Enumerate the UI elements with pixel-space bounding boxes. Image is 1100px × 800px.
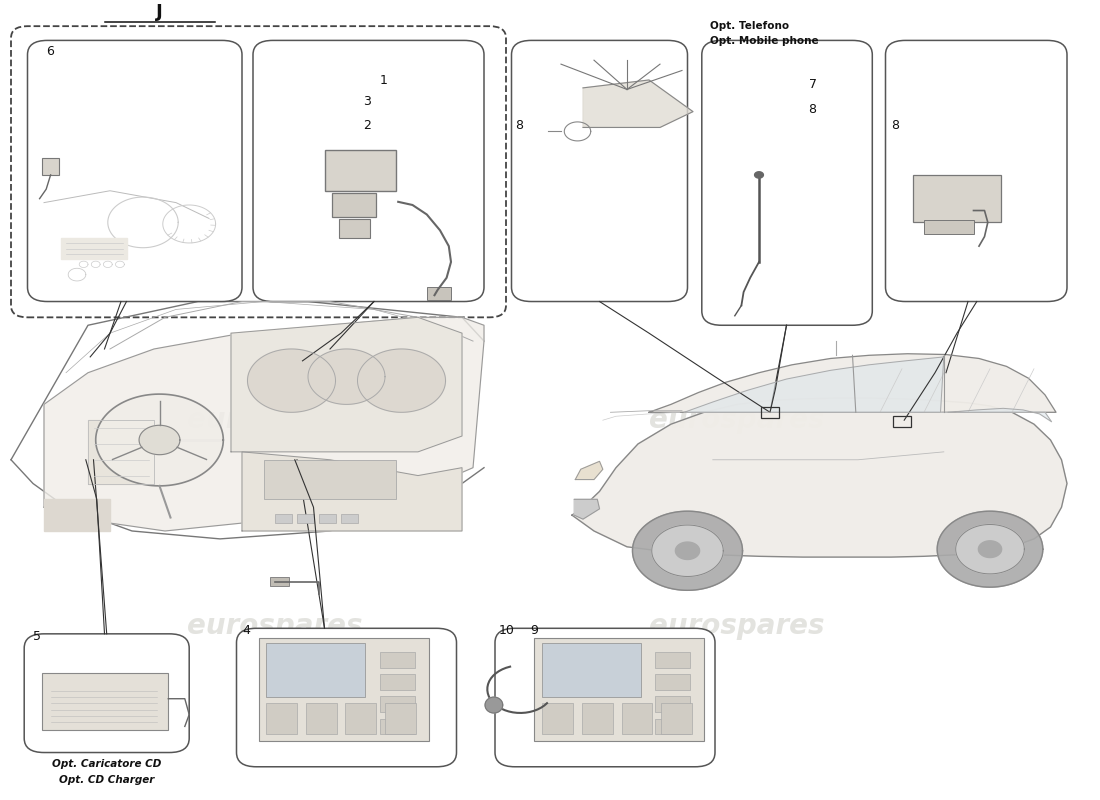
FancyBboxPatch shape [702,41,872,326]
Bar [379,652,415,668]
Bar [654,652,690,668]
Bar [379,718,415,734]
Bar [266,643,365,697]
Polygon shape [649,354,1056,412]
Bar [266,702,297,734]
Bar [924,220,974,234]
Bar [913,175,1001,222]
Polygon shape [575,462,603,479]
Bar [42,158,59,175]
Polygon shape [572,398,1067,557]
Bar [264,460,396,499]
Polygon shape [96,394,223,486]
Text: Opt. CD Charger: Opt. CD Charger [59,774,154,785]
Bar [621,702,652,734]
Polygon shape [632,511,743,590]
FancyBboxPatch shape [236,628,456,766]
Text: eurospares: eurospares [187,612,363,640]
Bar [339,219,370,238]
Text: 8: 8 [808,103,816,116]
Polygon shape [583,80,693,127]
Polygon shape [139,426,180,454]
Text: 8: 8 [891,119,899,132]
Text: J: J [156,2,163,21]
Bar [654,674,690,690]
Text: 2: 2 [363,119,371,132]
Text: Opt. Telefono: Opt. Telefono [710,21,789,30]
Bar [275,514,292,523]
Text: 6: 6 [46,45,54,58]
Polygon shape [308,349,385,404]
Bar [324,150,396,190]
Text: 1: 1 [379,74,387,87]
Bar [297,514,313,523]
Text: 4: 4 [242,624,250,637]
Text: 9: 9 [530,624,538,637]
Bar [427,287,451,300]
Text: 3: 3 [363,95,371,108]
Bar [319,514,336,523]
Text: 8: 8 [515,119,522,132]
FancyBboxPatch shape [24,634,189,753]
Bar [761,406,779,418]
FancyBboxPatch shape [253,41,484,302]
Text: 10: 10 [498,624,514,637]
FancyBboxPatch shape [512,41,688,302]
Polygon shape [248,349,336,412]
Bar [654,718,690,734]
Bar [661,702,692,734]
Polygon shape [44,499,110,531]
Text: eurospares: eurospares [187,406,363,434]
Polygon shape [60,238,126,258]
Polygon shape [755,172,763,178]
Polygon shape [485,697,503,713]
Bar [385,702,416,734]
Bar [332,193,376,217]
Bar [542,643,641,697]
Bar [306,702,337,734]
Bar [345,702,376,734]
FancyBboxPatch shape [886,41,1067,302]
Polygon shape [231,318,462,452]
Bar [542,702,573,734]
Bar [654,696,690,712]
Polygon shape [978,541,1002,558]
Bar [379,674,415,690]
Text: eurospares: eurospares [649,612,825,640]
Polygon shape [956,525,1024,574]
Bar [893,416,911,427]
Bar [258,638,429,741]
FancyBboxPatch shape [495,628,715,766]
FancyBboxPatch shape [28,41,242,302]
Polygon shape [44,318,484,531]
Polygon shape [358,349,446,412]
Polygon shape [937,511,1043,587]
Polygon shape [684,357,944,412]
Polygon shape [652,525,724,577]
Text: Opt. Mobile phone: Opt. Mobile phone [710,36,818,46]
Polygon shape [574,499,600,519]
Text: 7: 7 [808,78,816,91]
Bar [270,577,289,586]
Bar [534,638,704,741]
Polygon shape [242,452,462,531]
Text: 5: 5 [33,630,41,643]
Bar [42,674,168,730]
Text: Opt. Caricatore CD: Opt. Caricatore CD [52,758,162,769]
Bar [582,702,613,734]
Text: eurospares: eurospares [649,406,825,434]
Polygon shape [948,408,1052,422]
Bar [341,514,358,523]
Polygon shape [88,420,154,483]
Bar [379,696,415,712]
Polygon shape [675,542,700,559]
